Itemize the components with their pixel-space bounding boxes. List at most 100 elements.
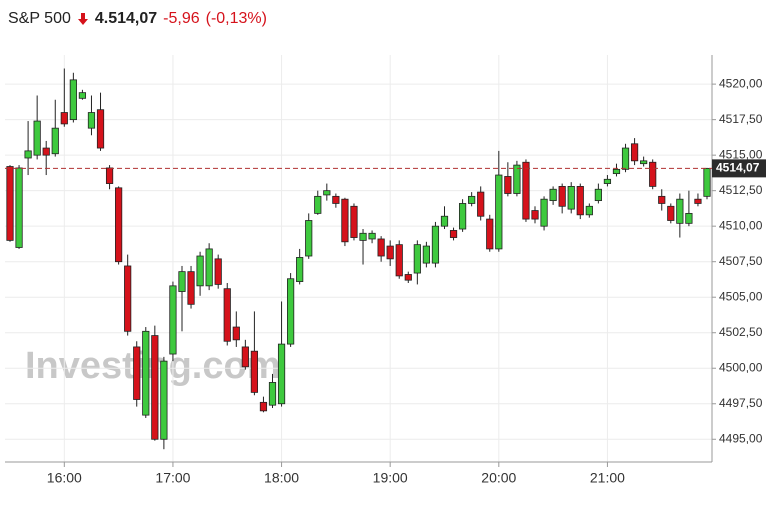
candle-body	[42, 147, 50, 156]
candle-body	[169, 285, 177, 355]
candle-body	[449, 230, 458, 238]
candle-body	[51, 127, 59, 155]
candle-body	[214, 258, 222, 285]
y-tick-label: 4517,50	[719, 112, 763, 126]
change: -5,96	[163, 10, 200, 27]
candle-body	[160, 360, 168, 440]
candle-body	[431, 225, 440, 264]
candle-body	[649, 161, 657, 187]
x-tick-label: 19:00	[373, 470, 408, 486]
instrument-name: S&P 500	[8, 10, 71, 27]
candle-body	[241, 346, 249, 368]
candle-body	[341, 198, 349, 243]
candle-body	[685, 212, 693, 224]
candle-body	[658, 195, 666, 204]
candle-body	[513, 164, 521, 194]
candle-body	[504, 176, 512, 194]
candle-body	[585, 205, 593, 216]
candle-body	[630, 143, 639, 162]
candle-body	[124, 265, 132, 332]
candle-body	[69, 79, 77, 121]
candle-body	[621, 147, 630, 170]
candle-body	[667, 205, 675, 221]
y-tick-label: 4512,50	[719, 183, 763, 197]
last-price-box	[712, 159, 766, 178]
y-tick-label: 4500,00	[719, 360, 763, 374]
candle-body	[205, 248, 213, 287]
candle-body	[105, 167, 114, 184]
candle-body	[703, 167, 711, 197]
candle-body	[576, 186, 584, 216]
candle-body	[178, 271, 186, 292]
candle-body	[567, 186, 575, 210]
candle-body	[350, 205, 358, 238]
candle-body	[395, 244, 403, 277]
candle-body	[694, 198, 702, 204]
x-tick-label: 17:00	[155, 470, 190, 486]
candle-body	[268, 382, 277, 406]
candle-body	[87, 112, 96, 129]
candle-body	[332, 195, 340, 204]
candle-body	[386, 245, 394, 260]
change-pct: (-0,13%)	[205, 10, 267, 27]
candle-body	[486, 218, 494, 250]
candle-body	[232, 326, 240, 341]
candle-body	[458, 203, 467, 230]
candle-body	[223, 288, 231, 342]
candle-body	[440, 215, 449, 227]
candle-body	[594, 188, 602, 202]
candle-body	[259, 401, 268, 412]
candle-body	[377, 238, 385, 257]
candle-body	[603, 178, 612, 184]
candle-body	[468, 195, 476, 204]
candle-body	[549, 188, 557, 202]
candle-body	[323, 190, 331, 196]
candle-body	[6, 166, 14, 241]
y-tick-label: 4505,00	[719, 289, 763, 303]
candle-body	[33, 120, 41, 156]
candle-body	[558, 186, 566, 207]
candle-body	[287, 278, 295, 345]
x-tick-label: 21:00	[590, 470, 625, 486]
candle-body	[277, 343, 286, 405]
candle-body	[314, 195, 322, 214]
price: 4.514,07	[94, 10, 158, 27]
x-tick-label: 20:00	[481, 470, 516, 486]
y-tick-label: 4515,00	[719, 147, 763, 161]
y-tick-label: 4507,50	[719, 254, 763, 268]
candle-body	[78, 92, 87, 99]
y-tick-label: 4495,00	[719, 431, 763, 445]
candle-body	[60, 112, 68, 125]
candle-body	[676, 198, 684, 224]
candle-body	[15, 167, 23, 248]
candle-body	[187, 271, 195, 305]
candle-body	[368, 232, 376, 240]
y-tick-label: 4510,00	[719, 218, 763, 232]
candle-body	[96, 109, 105, 149]
candle-body	[495, 174, 503, 250]
candle-body	[115, 187, 123, 263]
candle-body	[359, 232, 367, 241]
candle-body	[477, 191, 485, 217]
y-tick-label: 4520,00	[719, 76, 763, 90]
candle-body	[531, 210, 539, 220]
y-tick-label: 4497,50	[719, 396, 763, 410]
y-tick-label: 4502,50	[719, 325, 763, 339]
candle-body	[24, 150, 32, 159]
candle-body	[640, 160, 648, 165]
candle-body	[305, 220, 313, 257]
x-tick-label: 18:00	[264, 470, 299, 486]
x-tick-label: 16:00	[47, 470, 82, 486]
candle-body	[612, 168, 621, 175]
candle-body	[151, 335, 159, 440]
candle-body	[296, 257, 304, 282]
candle-body	[142, 330, 150, 416]
candle-body	[404, 274, 412, 281]
down-arrow	[77, 13, 88, 25]
candle-body	[522, 161, 530, 220]
candle-body	[413, 244, 421, 274]
header: S&P 500 4.514,07 -5,96 (-0,13%)	[8, 10, 267, 28]
last-price-label: 4514,07	[716, 161, 760, 175]
